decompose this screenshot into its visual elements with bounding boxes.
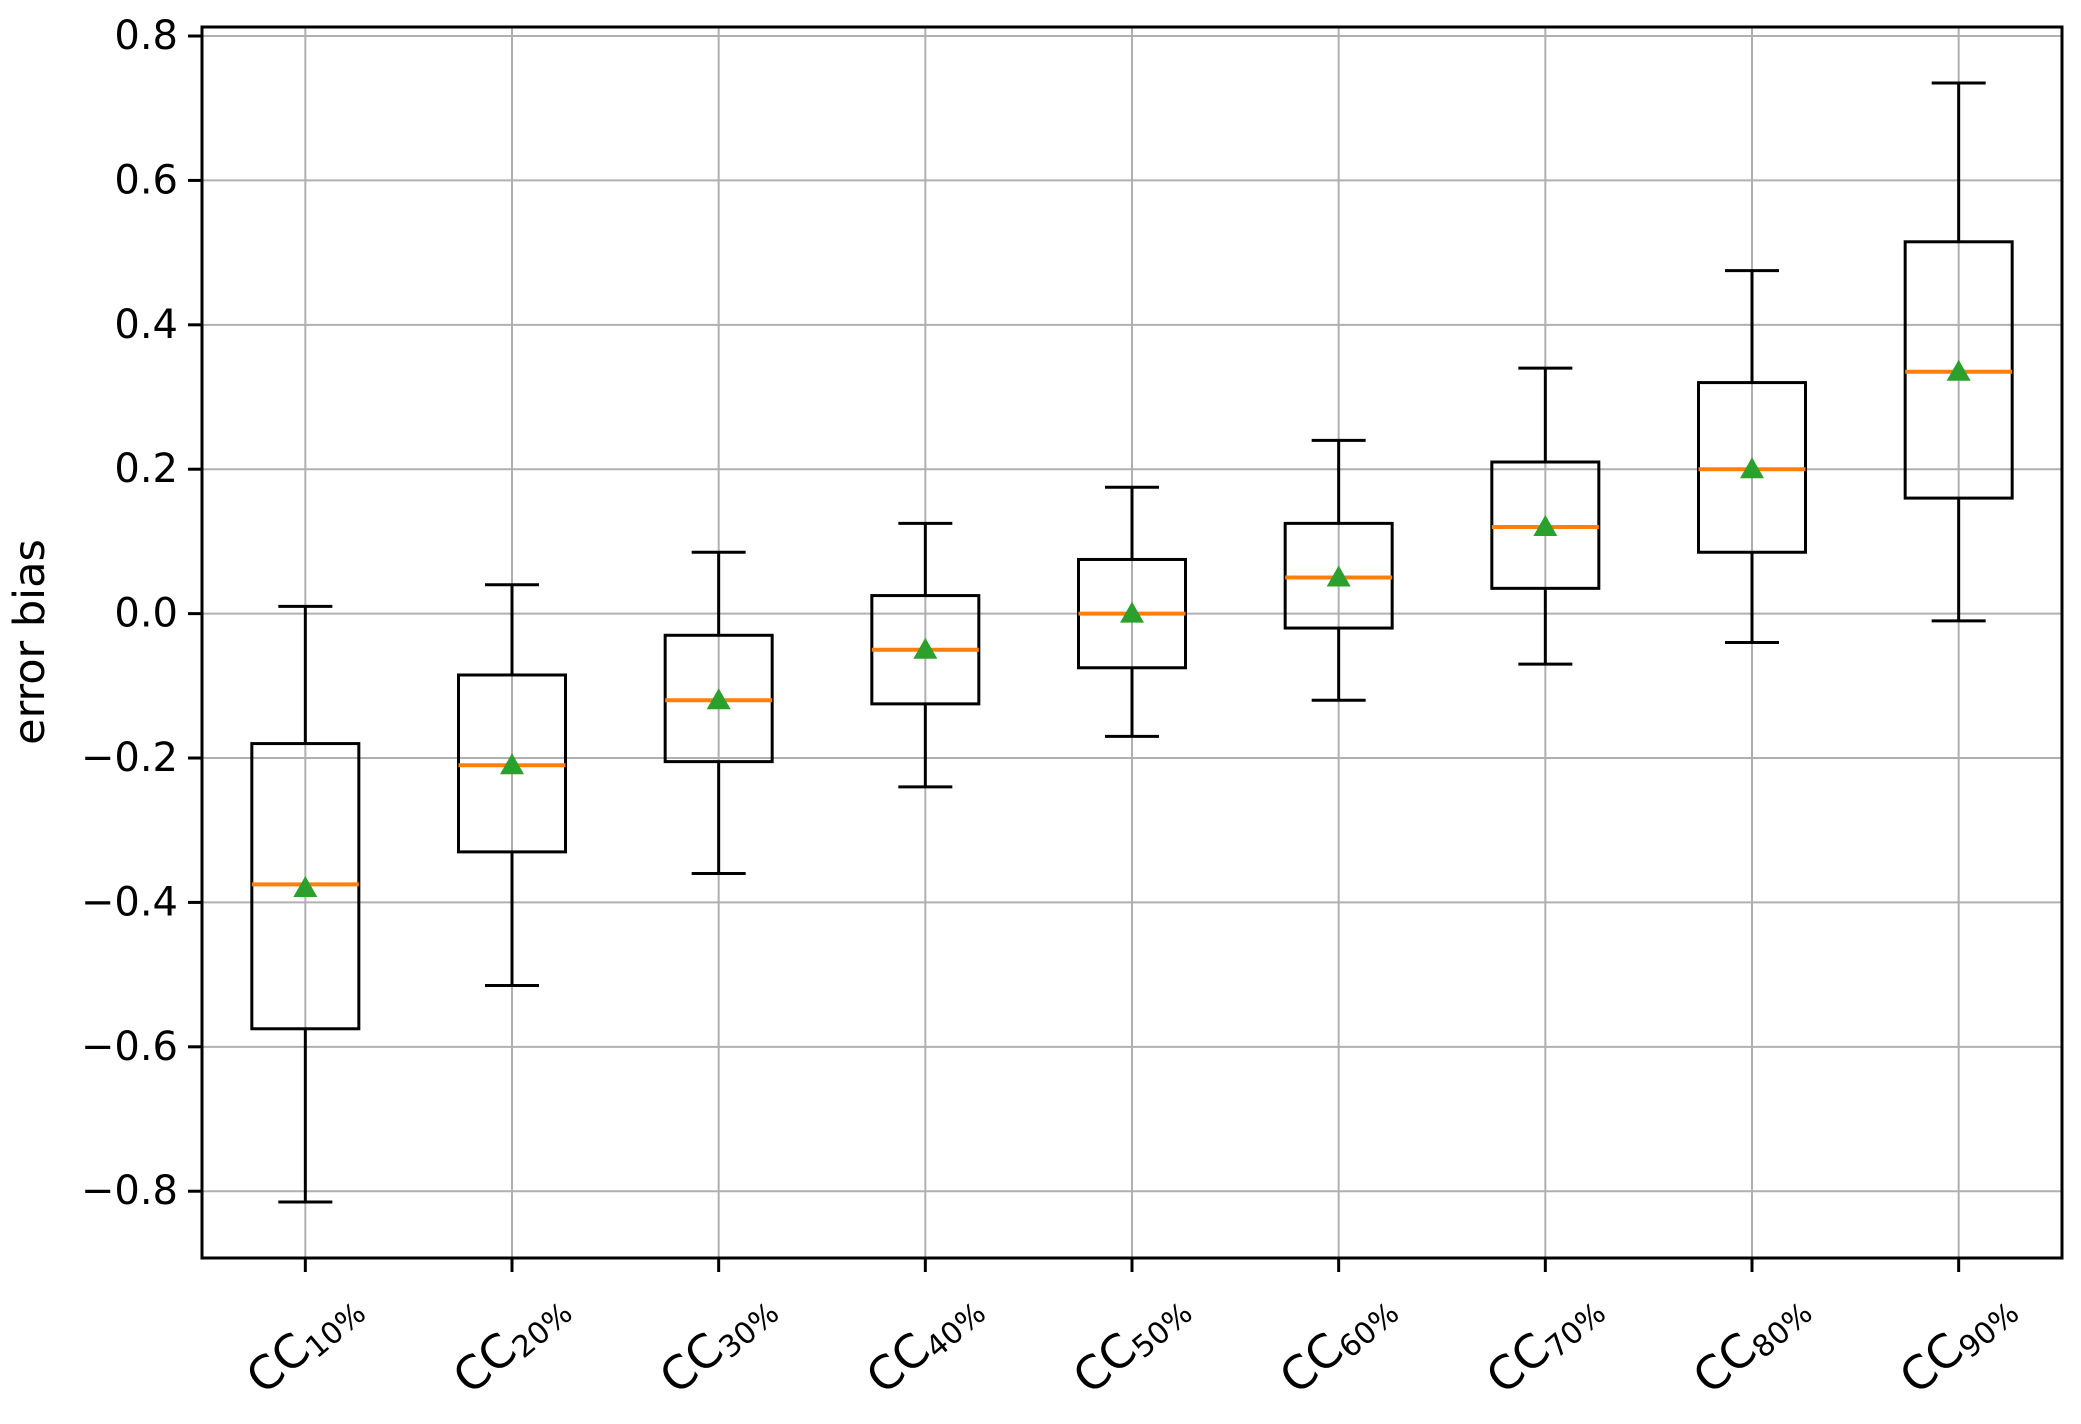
box-group-cc10%	[250, 604, 361, 1204]
mean-marker	[1946, 359, 1971, 381]
y-tick-label: −0.8	[81, 1168, 178, 1214]
mean-marker	[500, 753, 524, 775]
box-group-cc30%	[663, 550, 774, 876]
box-group-cc80%	[1697, 269, 1807, 644]
box-group-cc40%	[870, 521, 981, 789]
y-tick-label: −0.2	[81, 735, 178, 781]
y-tick-label: −0.6	[81, 1024, 178, 1070]
box-group-cc70%	[1490, 366, 1601, 666]
box-group-cc50%	[1077, 485, 1187, 738]
x-tick-label: CC70%	[1476, 1279, 1613, 1407]
mean-marker	[1326, 565, 1351, 587]
mean-marker	[913, 637, 938, 659]
y-tick-label: −0.4	[81, 879, 178, 925]
x-tick-label: CC30%	[649, 1279, 786, 1407]
y-tick-label: 0.2	[114, 446, 178, 492]
box-group-cc60%	[1283, 438, 1394, 702]
mean-marker	[293, 875, 318, 897]
mean-marker	[1740, 457, 1764, 479]
x-tick-label: CC10%	[236, 1279, 373, 1407]
x-tick-label: CC60%	[1269, 1279, 1406, 1407]
y-tick-label: 0.0	[114, 591, 178, 637]
mean-marker	[1533, 514, 1558, 536]
x-tick-label: CC50%	[1062, 1279, 1199, 1407]
axes-layer: 0.8 0.6 0.4 0.2 0.0 −0.2 −0.4 −0.6 −0.8	[81, 13, 2064, 1272]
boxes-layer	[250, 81, 2014, 1204]
y-axis-title: error bias	[5, 539, 55, 745]
x-tick-label: CC40%	[856, 1279, 993, 1407]
y-tick-label: 0.8	[114, 13, 178, 59]
box-group-cc20%	[457, 583, 567, 987]
x-tick-label: CC90%	[1889, 1279, 2026, 1407]
mean-marker	[706, 688, 731, 710]
grid-layer	[202, 27, 2062, 1258]
box-group-cc90%	[1903, 81, 2014, 623]
x-tick-labels-layer: CC10% CC20% CC30% CC40% CC50% CC60% CC70% CC80%…	[236, 1279, 2026, 1407]
y-tick-label: 0.6	[114, 157, 178, 203]
x-tick-label: CC20%	[442, 1279, 579, 1407]
mean-marker	[1120, 601, 1144, 623]
y-tick-label: 0.4	[114, 302, 178, 348]
x-tick-label: CC80%	[1682, 1279, 1819, 1407]
